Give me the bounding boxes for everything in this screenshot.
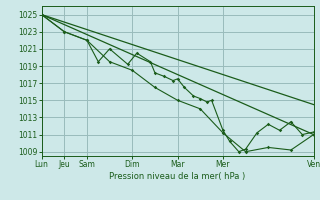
X-axis label: Pression niveau de la mer( hPa ): Pression niveau de la mer( hPa ) xyxy=(109,172,246,181)
